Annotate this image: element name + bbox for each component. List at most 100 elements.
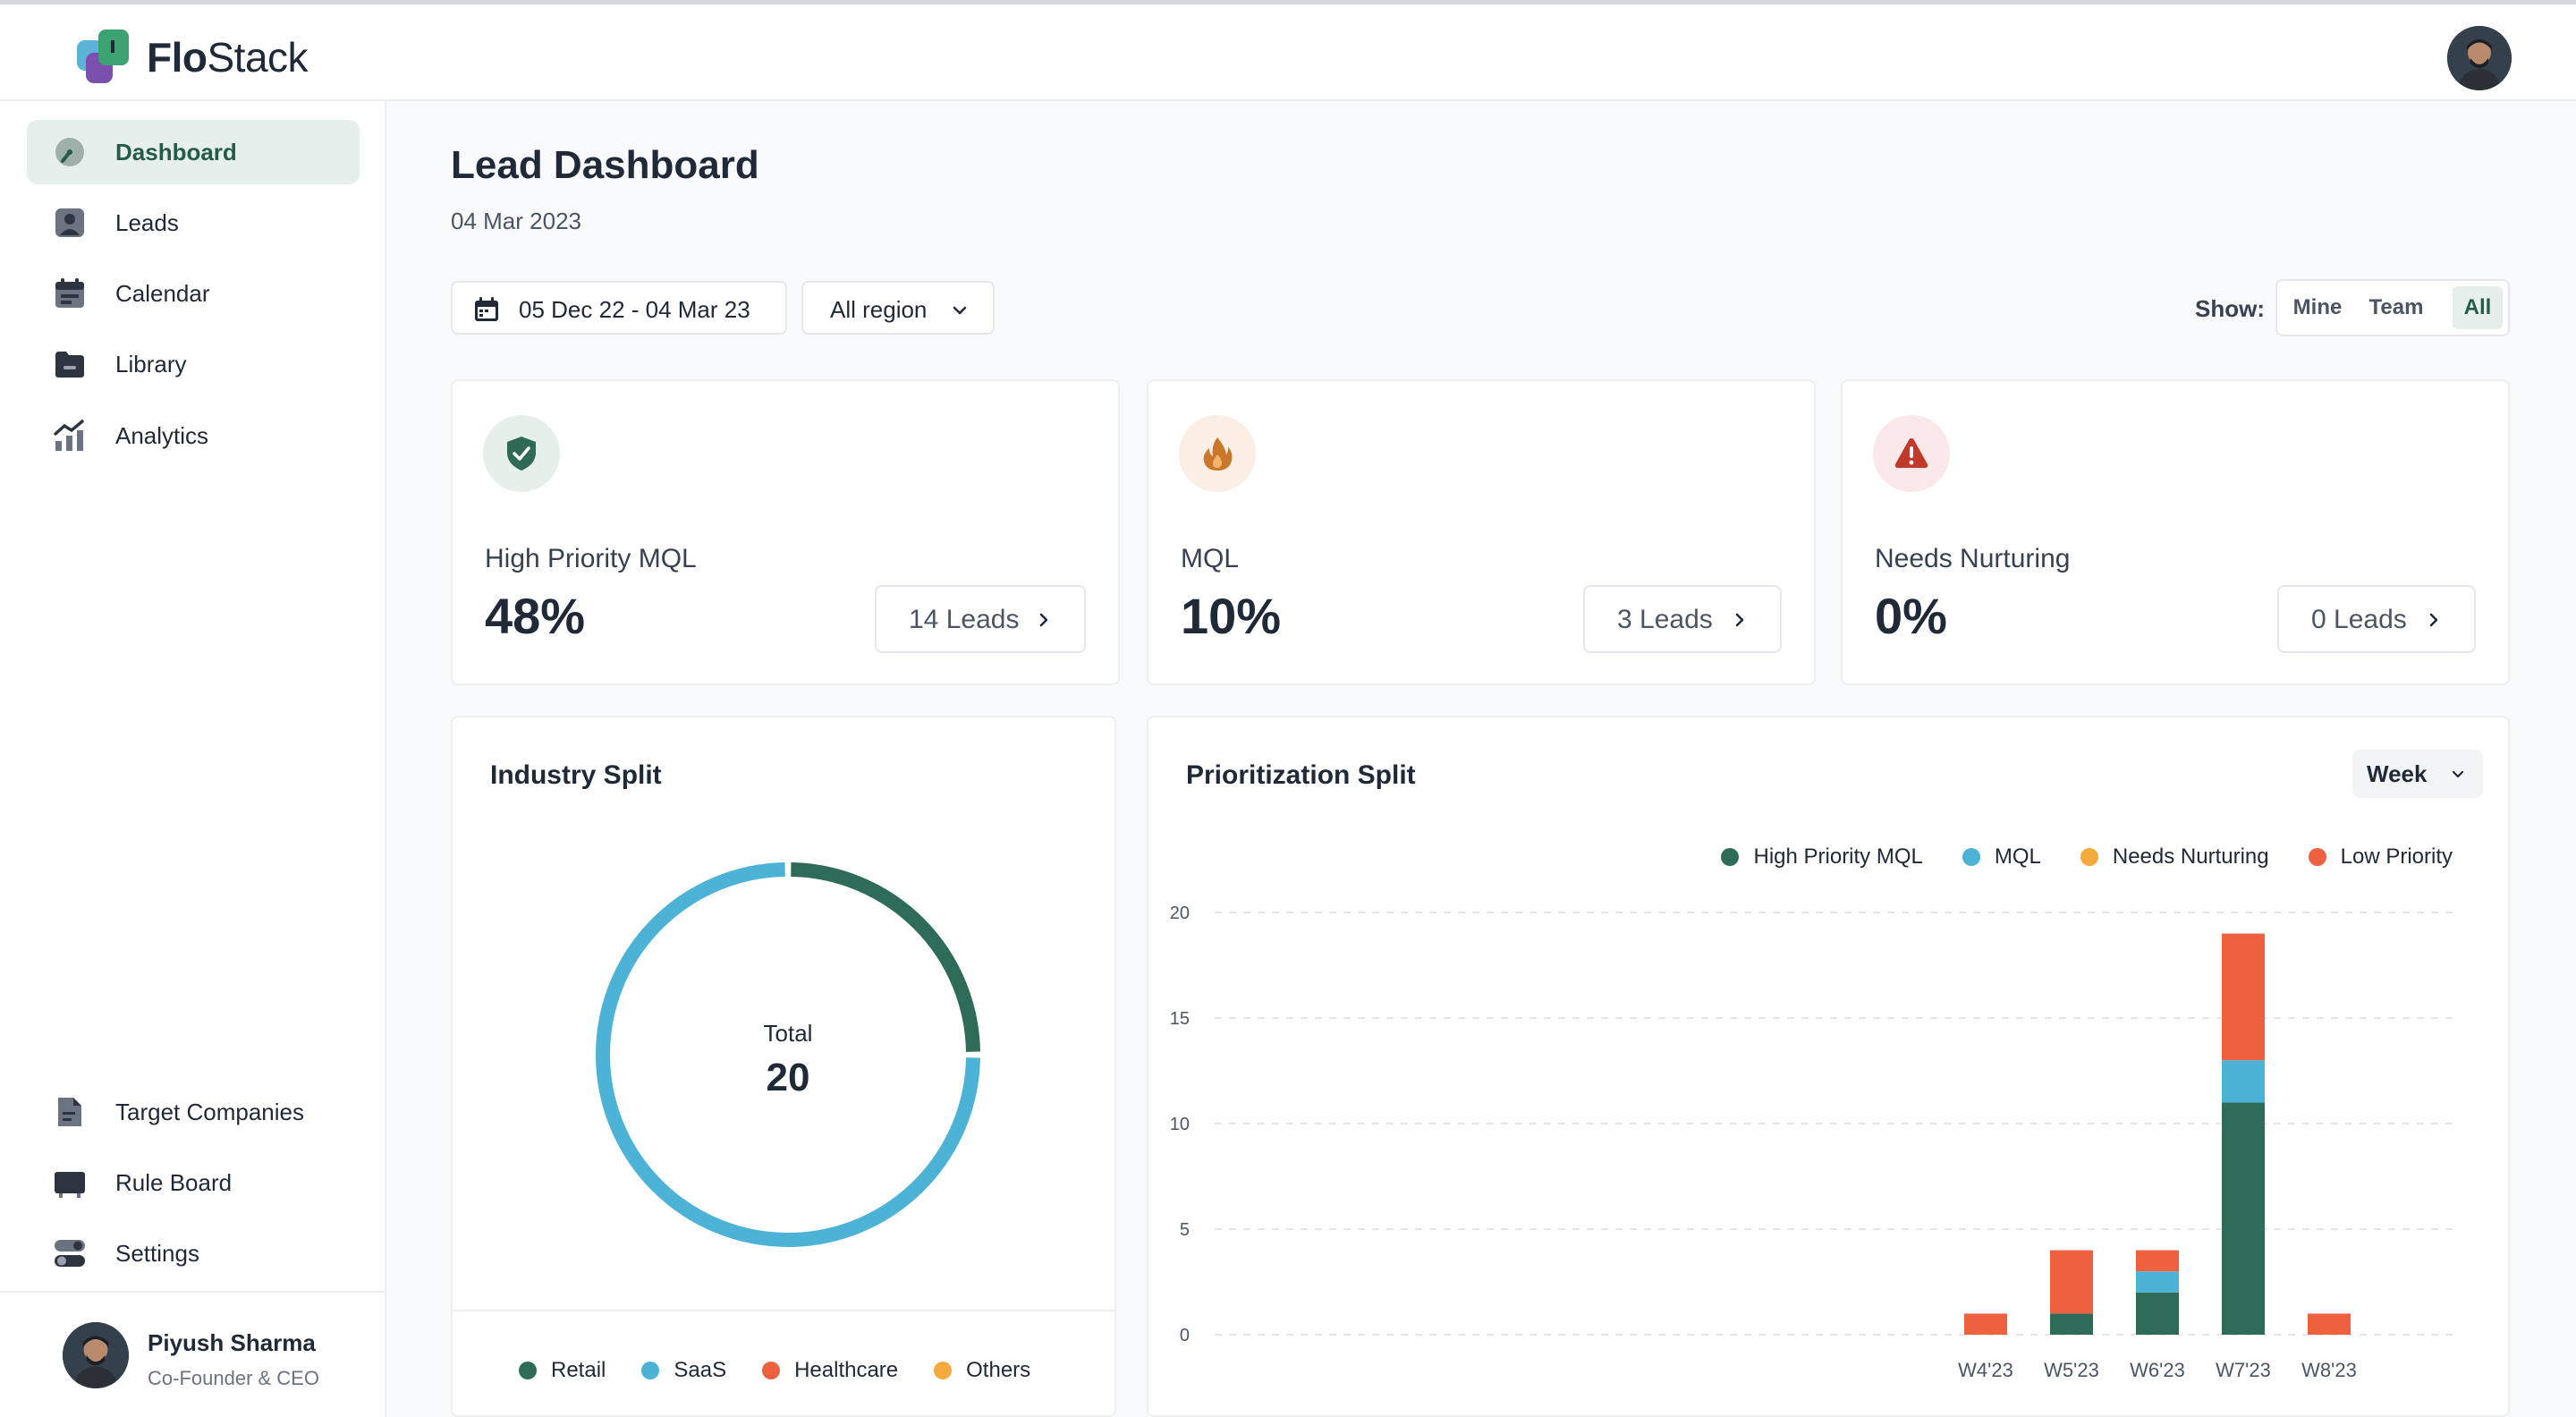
legend-label: Needs Nurturing <box>2112 844 2269 869</box>
document-icon <box>58 1098 81 1126</box>
sidebar-item-label: Settings <box>115 1239 199 1267</box>
show-option-all[interactable]: All <box>2453 286 2503 329</box>
user-badge-icon <box>55 208 84 237</box>
kpi-value: 10% <box>1181 588 1282 644</box>
panel-title: Prioritization Split <box>1186 760 1416 790</box>
legend-dot <box>641 1362 660 1379</box>
sidebar-item-dashboard[interactable]: Dashboard <box>27 120 360 184</box>
y-tick-label: 5 <box>1180 1220 1190 1240</box>
legend-label: MQL <box>1994 844 2041 869</box>
top-header: FloStack <box>0 4 2576 101</box>
chevron-right-icon <box>1039 613 1048 627</box>
calendar-icon <box>475 297 498 321</box>
legend-label: Low Priority <box>2340 844 2453 869</box>
sidebar-item-rule-board[interactable]: Rule Board <box>27 1150 360 1215</box>
view-leads-button[interactable]: 3 Leads <box>1583 585 1782 653</box>
brand-name: FloStack <box>147 33 309 81</box>
sidebar-divider <box>0 1291 385 1293</box>
page-date: 04 Mar 2023 <box>451 208 581 234</box>
y-tick-label: 20 <box>1170 904 1190 923</box>
sidebar-item-label: Rule Board <box>115 1168 233 1196</box>
calendar-icon <box>55 278 84 308</box>
sidebar-item-label: Analytics <box>115 421 209 449</box>
period-dropdown[interactable]: Week <box>2352 750 2483 798</box>
bar-segment-high-priority-mql[interactable] <box>2222 1102 2265 1335</box>
sidebar-item-target-companies[interactable]: Target Companies <box>27 1080 360 1144</box>
bar-segment-mql[interactable] <box>2222 1060 2265 1103</box>
view-leads-label: 14 Leads <box>909 605 1020 634</box>
industry-split-panel: Industry Split Total 20 Retail SaaS Heal… <box>451 716 1116 1417</box>
sidebar-item-label: Target Companies <box>115 1098 304 1125</box>
legend-label: Healthcare <box>794 1358 899 1382</box>
x-tick-label: W6'23 <box>2130 1359 2185 1381</box>
legend-dot <box>934 1362 953 1379</box>
bar-segment-low-priority[interactable] <box>2308 1313 2351 1335</box>
user-role: Co-Founder & CEO <box>148 1367 319 1389</box>
sidebar-item-analytics[interactable]: Analytics <box>27 403 360 468</box>
donut-slice-retail[interactable] <box>791 862 980 1052</box>
sidebar-item-library[interactable]: Library <box>27 332 360 396</box>
panel-title: Industry Split <box>490 760 662 790</box>
date-range-label: 05 Dec 22 - 04 Mar 23 <box>519 296 750 323</box>
bar-segment-high-priority-mql[interactable] <box>2136 1292 2179 1335</box>
sidebar-item-leads[interactable]: Leads <box>27 191 360 255</box>
bar-segment-low-priority[interactable] <box>2136 1250 2179 1272</box>
donut-slice-saas[interactable] <box>596 862 980 1247</box>
bar-segment-mql[interactable] <box>2136 1271 2179 1293</box>
kpi-badge <box>483 415 560 492</box>
brand-name-part2: Stack <box>207 34 309 81</box>
folder-icon <box>55 352 84 378</box>
bar-segment-high-priority-mql[interactable] <box>2050 1313 2093 1335</box>
legend-item-others: Others <box>934 1358 1030 1383</box>
legend-item-retail: Retail <box>519 1358 606 1383</box>
period-label: Week <box>2367 760 2428 787</box>
sidebar-item-calendar[interactable]: Calendar <box>27 261 360 326</box>
y-tick-label: 10 <box>1170 1115 1190 1134</box>
x-tick-label: W5'23 <box>2044 1359 2099 1381</box>
bar-segment-low-priority[interactable] <box>2222 933 2265 1061</box>
kpi-badge <box>1873 415 1950 492</box>
legend-dot <box>519 1362 537 1379</box>
view-leads-button[interactable]: 0 Leads <box>2277 585 2476 653</box>
region-label: All region <box>830 296 928 323</box>
donut-svg <box>596 862 980 1247</box>
legend-label: High Priority MQL <box>1753 844 1923 869</box>
show-filter-label: Show: <box>2195 295 2265 322</box>
dashboard-gauge-icon <box>55 138 84 166</box>
kpi-value: 48% <box>485 588 586 644</box>
industry-legend: Retail SaaS Healthcare Others <box>519 1358 1030 1383</box>
prioritization-split-panel: 0 5 10 15 20 W4'23 W5'23 W6'23 W7'23 W8'23 Priori… <box>1147 716 2510 1417</box>
show-option-team[interactable]: Team <box>2368 295 2424 319</box>
kpi-card-high-priority-mql: High Priority MQL 48% 14 Leads <box>451 379 1120 685</box>
show-option-mine[interactable]: Mine <box>2292 295 2343 319</box>
toggle-icon <box>55 1240 85 1267</box>
legend-item-saas: SaaS <box>641 1358 726 1383</box>
sidebar-item-settings[interactable]: Settings <box>27 1221 360 1285</box>
legend-item-low-priority: Low Priority <box>2308 844 2453 870</box>
sidebar: Dashboard Leads Calendar Library <box>0 101 386 1417</box>
kpi-label: High Priority MQL <box>485 544 697 573</box>
brand-name-part1: Flo <box>147 34 208 81</box>
warning-triangle-icon <box>1894 438 1928 468</box>
view-leads-label: 3 Leads <box>1617 605 1713 634</box>
region-dropdown[interactable]: All region <box>801 281 995 335</box>
kpi-label: Needs Nurturing <box>1875 544 2071 573</box>
show-segmented-control: Mine Team All <box>2275 279 2510 336</box>
bar-segment-low-priority[interactable] <box>2050 1250 2093 1314</box>
legend-item-needs-nurturing: Needs Nurturing <box>2080 844 2269 870</box>
profile-avatar[interactable] <box>2447 26 2512 90</box>
x-tick-label: W7'23 <box>2216 1359 2271 1381</box>
shield-check-icon <box>507 437 536 471</box>
kpi-value: 0% <box>1875 588 1947 644</box>
flostack-logo-icon <box>77 30 129 83</box>
view-leads-button[interactable]: 14 Leads <box>875 585 1086 653</box>
view-leads-label: 0 Leads <box>2311 605 2407 634</box>
legend-dot <box>2080 848 2098 866</box>
y-tick-label: 15 <box>1170 1009 1190 1029</box>
fire-icon <box>1203 437 1233 471</box>
date-range-picker[interactable]: 05 Dec 22 - 04 Mar 23 <box>451 281 787 335</box>
kpi-label: MQL <box>1181 544 1240 573</box>
legend-label: SaaS <box>674 1358 727 1382</box>
legend-item-mql: MQL <box>1962 844 2041 870</box>
bar-segment-low-priority[interactable] <box>1964 1313 2007 1335</box>
